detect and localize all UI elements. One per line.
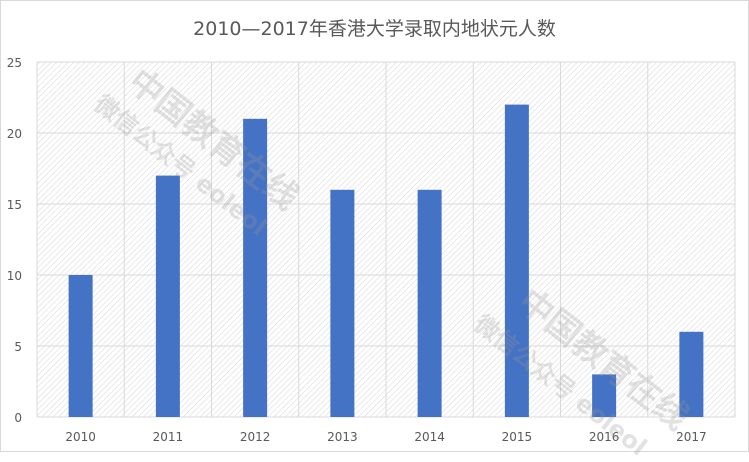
- bar-chart: 0 5 10 15 20 25 2010 2011 2012 2013 2014 2015 2016 20…: [7, 56, 736, 444]
- x-tick-label: 2014: [414, 430, 445, 444]
- x-tick-label: 2010: [65, 430, 96, 444]
- chart-title: 2010—2017年香港大学录取内地状元人数: [193, 18, 556, 40]
- x-tick-label: 2013: [327, 430, 358, 444]
- bar-2017: [679, 331, 704, 417]
- y-tick-label: 10: [7, 269, 22, 283]
- bar-2016: [592, 374, 617, 417]
- y-tick-label: 5: [14, 340, 22, 354]
- y-tick-label: 25: [7, 56, 22, 70]
- bar-2013: [330, 189, 355, 417]
- x-tick-label: 2011: [153, 430, 184, 444]
- bar-2012: [243, 118, 268, 418]
- x-tick-label: 2016: [589, 430, 620, 444]
- x-tick-label: 2017: [676, 430, 707, 444]
- bar-2015: [504, 104, 529, 417]
- y-tick-label: 0: [14, 411, 22, 425]
- bar-2010: [68, 275, 93, 417]
- y-tick-label: 15: [7, 198, 22, 212]
- bar-2011: [155, 175, 180, 417]
- x-tick-label: 2012: [240, 430, 271, 444]
- x-tick-label: 2015: [502, 430, 533, 444]
- bar-2014: [417, 189, 442, 417]
- y-tick-label: 20: [7, 127, 22, 141]
